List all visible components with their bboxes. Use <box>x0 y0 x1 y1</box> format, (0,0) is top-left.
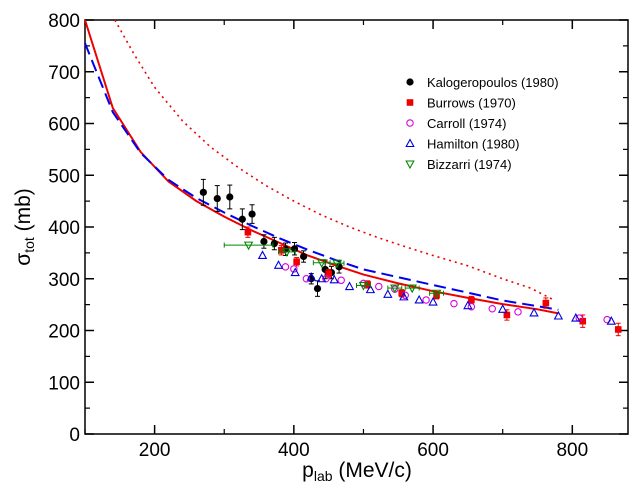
data-point <box>290 245 299 253</box>
data-point <box>335 263 343 271</box>
legend-marker <box>405 160 415 170</box>
data-point <box>390 284 400 294</box>
data-point <box>431 289 442 299</box>
data-points <box>199 178 622 337</box>
data-point <box>257 250 268 260</box>
data-point <box>299 252 308 261</box>
data-point <box>514 308 522 316</box>
data-point <box>467 302 476 311</box>
y-tick-label: 0 <box>69 425 80 446</box>
legend-label: Carroll (1974) <box>427 116 506 131</box>
axis-ticks: 200 400 600 800 0 100 200 300 400 500 600 700 800 <box>48 11 628 461</box>
data-point <box>579 317 587 325</box>
data-point <box>364 281 371 288</box>
data-point <box>399 291 409 301</box>
data-point <box>244 228 252 236</box>
legend-label: Hamilton (1980) <box>427 137 520 152</box>
x-axis-title: plab (MeV/c) <box>302 459 412 484</box>
data-point <box>273 260 284 269</box>
y-tick-label: 500 <box>48 166 80 187</box>
y-tick-label: 600 <box>48 115 80 136</box>
y-tick-label: 100 <box>48 373 80 394</box>
x-tick-label: 200 <box>139 440 171 461</box>
data-point <box>407 284 417 294</box>
data-point <box>332 259 342 269</box>
data-point <box>414 294 424 304</box>
y-tick-label: 400 <box>48 218 80 239</box>
data-point <box>281 263 290 271</box>
data-point <box>375 282 383 291</box>
data-point <box>383 289 393 298</box>
data-point <box>316 273 327 283</box>
data-point <box>463 300 473 310</box>
data-point <box>248 210 256 218</box>
x-tick-label: 800 <box>556 440 588 461</box>
x-tick-label: 600 <box>417 440 449 461</box>
legend: Kalogeropoulos (1980) Burrows (1970) Carro… <box>405 75 559 172</box>
data-point <box>529 307 539 317</box>
data-point <box>606 316 617 325</box>
data-point <box>238 215 246 223</box>
legend-label: Kalogeropoulos (1980) <box>427 75 559 90</box>
data-point <box>337 276 345 285</box>
data-point <box>329 274 339 284</box>
data-point <box>553 310 564 320</box>
data-point <box>306 272 316 281</box>
model-curves <box>84 19 559 315</box>
data-point <box>398 289 406 297</box>
y-tick-label: 700 <box>48 63 80 84</box>
legend-label: Burrows (1970) <box>427 96 516 111</box>
legend-marker <box>406 78 414 86</box>
data-point <box>199 188 207 196</box>
data-point <box>450 299 458 308</box>
data-point <box>290 267 300 277</box>
data-point <box>293 258 300 265</box>
y-tick-label: 200 <box>48 322 80 343</box>
data-point <box>571 312 581 322</box>
legend-marker <box>406 99 414 106</box>
data-point <box>497 304 508 313</box>
data-point <box>325 270 332 277</box>
data-point <box>260 237 268 246</box>
data-point <box>270 239 278 248</box>
data-point <box>213 194 221 203</box>
data-point <box>428 296 438 306</box>
x-tick-label: 400 <box>278 440 310 461</box>
data-point <box>468 296 475 304</box>
data-point <box>358 281 369 291</box>
model-curve-dashed <box>84 42 559 311</box>
legend-label: Bizzarri (1974) <box>427 157 512 172</box>
data-point <box>422 296 430 304</box>
data-point <box>302 274 311 283</box>
legend-marker <box>405 138 415 148</box>
data-point <box>226 193 234 201</box>
data-point <box>278 246 285 254</box>
data-point <box>433 292 440 299</box>
data-point <box>488 305 496 313</box>
data-point <box>344 281 355 291</box>
data-point <box>503 311 511 319</box>
data-point <box>542 299 550 307</box>
data-point <box>243 241 254 251</box>
data-point <box>282 248 292 257</box>
y-axis-title: σtot (mb) <box>12 188 37 266</box>
data-point <box>316 259 327 268</box>
data-point <box>614 326 622 333</box>
data-point <box>365 284 376 294</box>
y-tick-label: 800 <box>48 11 80 32</box>
y-tick-label: 300 <box>48 270 80 291</box>
data-point <box>313 284 322 293</box>
legend-marker <box>406 119 414 127</box>
